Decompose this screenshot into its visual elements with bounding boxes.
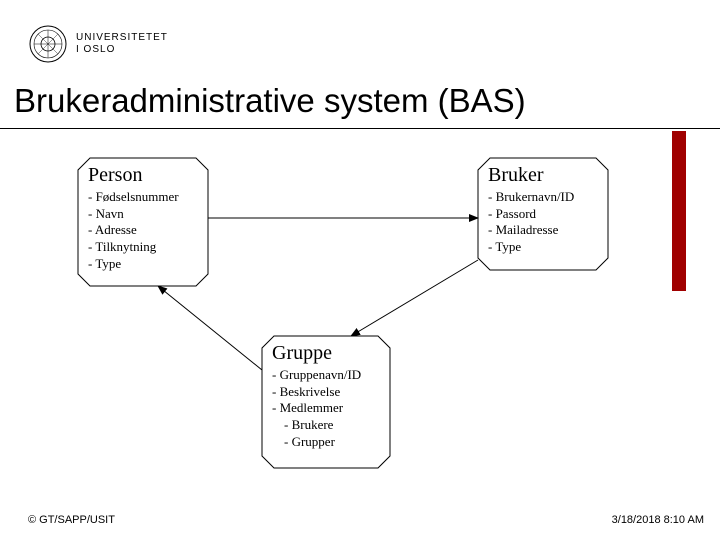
attr: - Type: [488, 239, 608, 256]
footer-copyright: © GT/SAPP/USIT: [28, 514, 115, 526]
node-bruker-title: Bruker: [488, 164, 608, 187]
footer-timestamp: 3/18/2018 8:10 AM: [612, 514, 704, 526]
attr: - Adresse: [88, 222, 208, 239]
edge-1: [351, 260, 478, 336]
attr: - Navn: [88, 206, 208, 223]
node-person: Person - Fødselsnummer - Navn - Adresse …: [78, 158, 208, 286]
node-bruker: Bruker - Brukernavn/ID - Passord - Maila…: [478, 158, 608, 270]
attr: - Beskrivelse: [272, 384, 390, 401]
node-person-attrs: - Fødselsnummer - Navn - Adresse - Tilkn…: [88, 189, 208, 272]
attr-sub: - Grupper: [284, 434, 390, 451]
attr: - Type: [88, 256, 208, 273]
attr: - Medlemmer: [272, 400, 390, 417]
attr: - Fødselsnummer: [88, 189, 208, 206]
attr: - Tilknytning: [88, 239, 208, 256]
node-gruppe-title: Gruppe: [272, 342, 390, 365]
edge-2: [158, 286, 262, 370]
attr: - Mailadresse: [488, 222, 608, 239]
node-person-title: Person: [88, 164, 208, 187]
node-gruppe: Gruppe - Gruppenavn/ID - Beskrivelse - M…: [262, 336, 390, 468]
attr: - Brukernavn/ID: [488, 189, 608, 206]
attr-sub: - Brukere: [284, 417, 390, 434]
attr: - Passord: [488, 206, 608, 223]
node-gruppe-attrs: - Gruppenavn/ID - Beskrivelse - Medlemme…: [272, 367, 390, 450]
attr: - Gruppenavn/ID: [272, 367, 390, 384]
node-bruker-attrs: - Brukernavn/ID - Passord - Mailadresse …: [488, 189, 608, 256]
